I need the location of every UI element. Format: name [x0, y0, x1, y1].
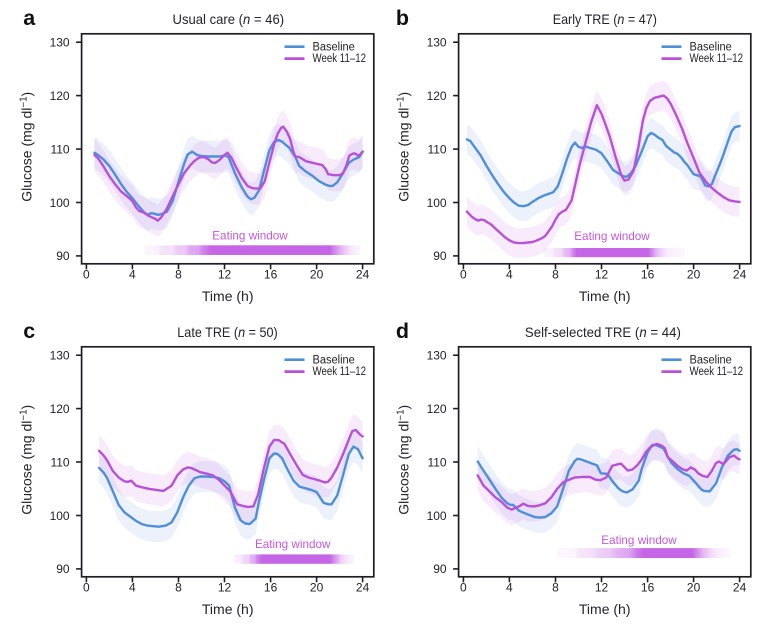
svg-text:8: 8: [175, 268, 182, 282]
svg-text:90: 90: [56, 249, 70, 263]
svg-text:Glucose (mg dl−1): Glucose (mg dl−1): [19, 405, 35, 515]
svg-text:16: 16: [264, 581, 278, 595]
svg-text:12: 12: [595, 581, 609, 595]
svg-text:Eating window: Eating window: [574, 229, 650, 243]
svg-text:4: 4: [129, 581, 136, 595]
svg-text:120: 120: [50, 89, 70, 103]
svg-text:130: 130: [50, 349, 70, 363]
svg-text:8: 8: [552, 268, 559, 282]
svg-text:Glucose (mg dl−1): Glucose (mg dl−1): [396, 405, 412, 515]
svg-text:Baseline: Baseline: [690, 41, 732, 53]
svg-text:Week 11–12: Week 11–12: [313, 53, 367, 65]
svg-text:12: 12: [595, 268, 609, 282]
svg-text:Baseline: Baseline: [313, 41, 355, 53]
svg-text:16: 16: [641, 268, 655, 282]
svg-text:8: 8: [175, 581, 182, 595]
svg-text:Week 11–12: Week 11–12: [313, 366, 367, 378]
svg-text:Self-selected TRE (n = 44): Self-selected TRE (n = 44): [525, 325, 681, 340]
svg-text:4: 4: [506, 581, 513, 595]
svg-text:90: 90: [433, 562, 447, 576]
svg-text:24: 24: [356, 581, 370, 595]
svg-text:c: c: [23, 319, 35, 343]
svg-text:110: 110: [427, 142, 446, 156]
svg-text:Baseline: Baseline: [690, 354, 732, 366]
svg-text:8: 8: [552, 581, 559, 595]
svg-text:0: 0: [83, 268, 90, 282]
svg-text:16: 16: [264, 268, 278, 282]
svg-text:Usual care (n = 46): Usual care (n = 46): [173, 12, 285, 27]
svg-text:90: 90: [56, 562, 70, 576]
svg-text:0: 0: [460, 581, 467, 595]
svg-text:Eating window: Eating window: [212, 229, 288, 243]
svg-text:12: 12: [218, 268, 232, 282]
svg-text:b: b: [396, 6, 409, 30]
svg-text:Eating window: Eating window: [255, 537, 331, 551]
svg-text:Late TRE (n = 50): Late TRE (n = 50): [177, 325, 277, 340]
svg-text:100: 100: [50, 509, 70, 523]
svg-text:Time (h): Time (h): [202, 288, 254, 304]
svg-text:d: d: [396, 319, 409, 343]
svg-text:4: 4: [506, 268, 513, 282]
svg-text:24: 24: [733, 268, 747, 282]
svg-text:120: 120: [50, 402, 70, 416]
svg-text:24: 24: [356, 268, 370, 282]
svg-text:100: 100: [50, 196, 70, 210]
svg-text:130: 130: [427, 349, 447, 363]
svg-text:Glucose (mg dl−1): Glucose (mg dl−1): [396, 92, 412, 202]
svg-text:Eating window: Eating window: [601, 533, 677, 547]
svg-text:20: 20: [687, 581, 701, 595]
svg-text:24: 24: [733, 581, 747, 595]
svg-text:100: 100: [427, 509, 447, 523]
svg-text:120: 120: [427, 402, 447, 416]
svg-text:Week 11–12: Week 11–12: [690, 53, 744, 65]
svg-text:130: 130: [427, 36, 447, 50]
svg-text:130: 130: [50, 36, 70, 50]
svg-text:Time (h): Time (h): [579, 288, 631, 304]
svg-text:Week 11–12: Week 11–12: [690, 366, 744, 378]
svg-text:20: 20: [310, 581, 324, 595]
svg-text:20: 20: [310, 268, 324, 282]
svg-text:16: 16: [641, 581, 655, 595]
svg-text:0: 0: [460, 268, 467, 282]
svg-text:120: 120: [427, 89, 447, 103]
svg-text:Baseline: Baseline: [313, 354, 355, 366]
svg-text:110: 110: [50, 142, 69, 156]
svg-text:0: 0: [83, 581, 90, 595]
svg-text:90: 90: [433, 249, 447, 263]
svg-text:Time (h): Time (h): [579, 601, 631, 617]
svg-text:Time (h): Time (h): [202, 601, 254, 617]
svg-text:4: 4: [129, 268, 136, 282]
svg-text:20: 20: [687, 268, 701, 282]
svg-text:a: a: [23, 6, 36, 30]
svg-text:Glucose (mg dl−1): Glucose (mg dl−1): [19, 92, 35, 202]
svg-text:Early TRE (n = 47): Early TRE (n = 47): [553, 12, 657, 27]
svg-text:110: 110: [50, 455, 69, 469]
svg-text:110: 110: [427, 455, 446, 469]
svg-text:100: 100: [427, 196, 447, 210]
svg-text:12: 12: [218, 581, 232, 595]
